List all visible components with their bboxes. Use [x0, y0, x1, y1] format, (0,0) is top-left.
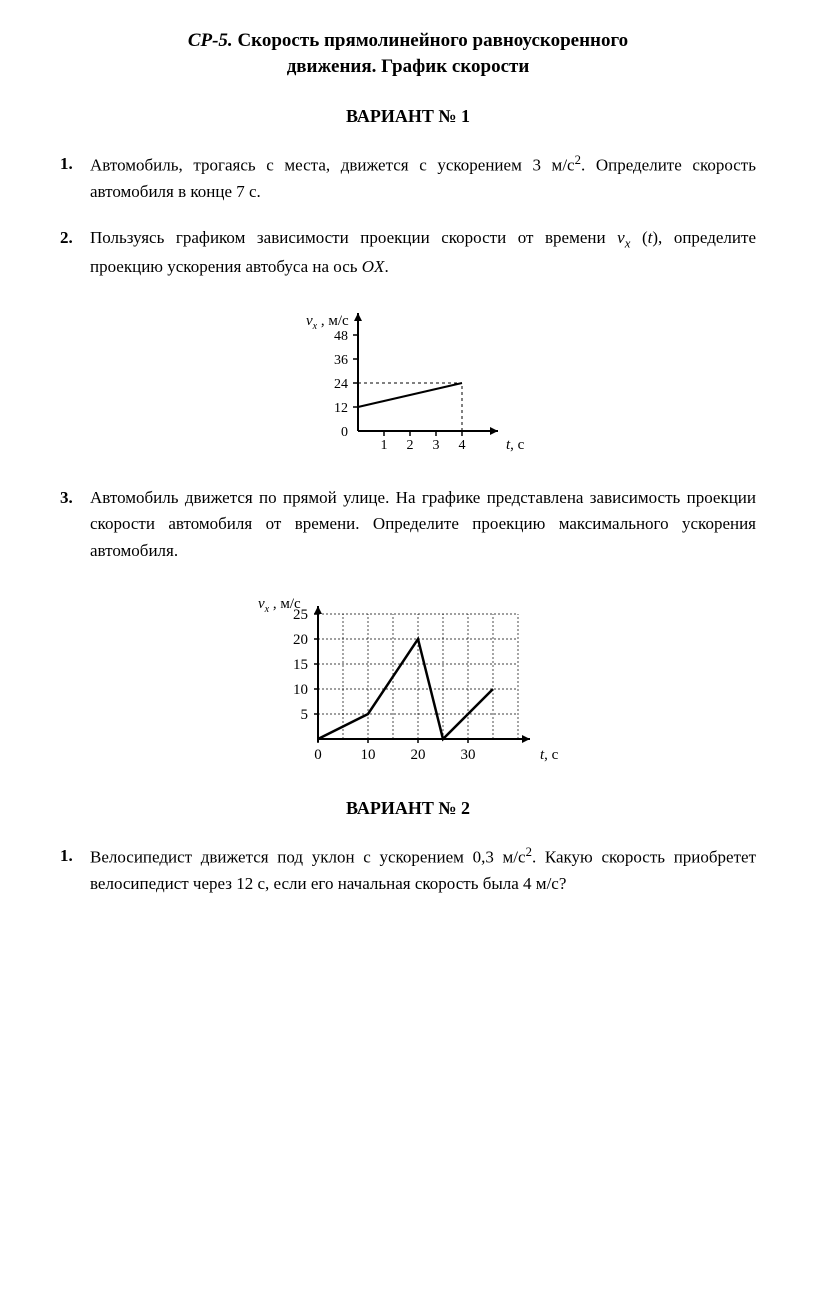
svg-text:4: 4: [459, 438, 466, 453]
problem-1-2: 2. Пользуясь графиком зависимости проекц…: [60, 225, 756, 280]
problem-text: Пользуясь графиком зависимости проекции …: [90, 225, 756, 280]
variant1-header: ВАРИАНТ № 1: [60, 106, 756, 127]
title-prefix: СР-5.: [188, 30, 233, 51]
chart2-container: 0102030510152025vx , м/сt, с: [60, 584, 756, 774]
svg-text:t, с: t, с: [540, 747, 559, 763]
svg-text:15: 15: [293, 657, 308, 673]
svg-text:20: 20: [293, 632, 308, 648]
svg-text:0: 0: [314, 747, 322, 763]
svg-text:t, с: t, с: [506, 437, 525, 453]
svg-text:12: 12: [334, 401, 348, 416]
svg-text:48: 48: [334, 329, 348, 344]
svg-text:24: 24: [334, 377, 348, 392]
title-line1: Скорость прямолинейного равноускоренного: [233, 30, 628, 51]
problem-text: Велосипедист движется под уклон с ускоре…: [90, 843, 756, 897]
problem-number: 1.: [60, 843, 90, 897]
chart2: 0102030510152025vx , м/сt, с: [238, 584, 578, 774]
chart1: 1234012243648vx , м/сt, с: [268, 301, 548, 461]
page-title-line2: движения. График скорости: [60, 56, 756, 78]
chart1-container: 1234012243648vx , м/сt, с: [60, 301, 756, 461]
svg-text:2: 2: [407, 438, 414, 453]
problem-number: 3.: [60, 485, 90, 564]
svg-text:10: 10: [361, 747, 376, 763]
svg-text:1: 1: [381, 438, 388, 453]
problem-2-1: 1. Велосипедист движется под уклон с уск…: [60, 843, 756, 897]
variant2-header: ВАРИАНТ № 2: [60, 798, 756, 819]
svg-text:36: 36: [334, 353, 348, 368]
problem-1-3: 3. Автомобиль движется по прямой улице. …: [60, 485, 756, 564]
problem-number: 1.: [60, 151, 90, 205]
problem-text: Автомобиль движется по прямой улице. На …: [90, 485, 756, 564]
problem-text: Автомобиль, трогаясь с места, движется с…: [90, 151, 756, 205]
problem-number: 2.: [60, 225, 90, 280]
svg-text:30: 30: [461, 747, 476, 763]
svg-text:0: 0: [341, 425, 348, 440]
svg-text:20: 20: [411, 747, 426, 763]
svg-text:3: 3: [433, 438, 440, 453]
page-title: СР-5. Скорость прямолинейного равноускор…: [60, 30, 756, 52]
svg-text:5: 5: [301, 707, 309, 723]
problem-1-1: 1. Автомобиль, трогаясь с места, движетс…: [60, 151, 756, 205]
svg-text:10: 10: [293, 682, 308, 698]
